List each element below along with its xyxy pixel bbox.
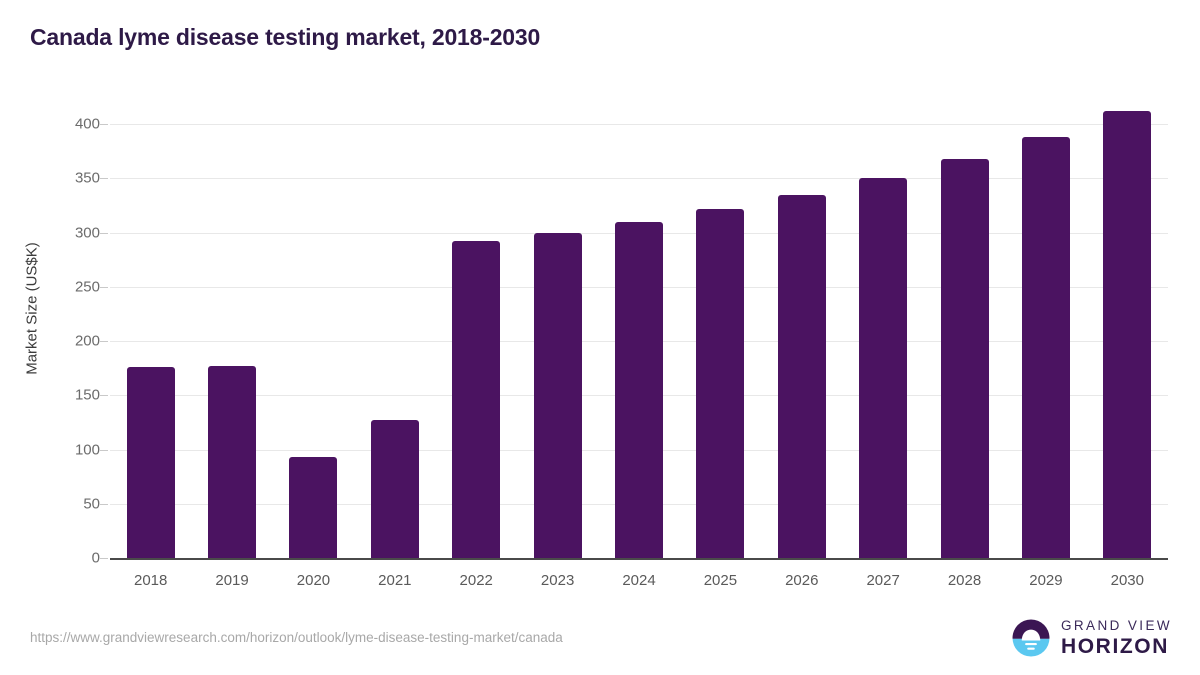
y-axis-tick-label: 0	[91, 549, 100, 567]
bar-2026[interactable]	[777, 194, 826, 558]
x-axis-tick-label: 2030	[1110, 572, 1144, 589]
x-axis-tick-label: 2029	[1029, 572, 1063, 589]
y-axis-tick-mark	[100, 341, 108, 342]
bar-2024[interactable]	[615, 221, 663, 558]
x-axis-tick-label: 2020	[296, 572, 331, 589]
x-axis-tick-label: 2023	[540, 572, 575, 589]
x-axis-tick-label: 2018	[134, 572, 168, 589]
y-axis-tick-label: 200	[74, 332, 100, 350]
y-axis-tick-mark	[100, 449, 108, 451]
y-axis-title: Market Size (US$K)	[23, 242, 41, 375]
y-axis-tick-label: 250	[74, 278, 100, 296]
bar-2022[interactable]	[452, 241, 501, 558]
x-axis-tick-label: 2028	[947, 572, 982, 589]
y-axis-tick-mark	[100, 395, 108, 397]
x-axis-line	[110, 558, 1168, 560]
y-axis-tick-mark	[100, 558, 108, 559]
x-axis-tick-label: 2027	[866, 572, 900, 589]
logo-line2: HORIZON	[1060, 634, 1170, 658]
y-axis-tick-label: 100	[74, 441, 100, 458]
x-axis-tick-label: 2022	[459, 572, 493, 589]
y-axis-tick-mark	[100, 178, 108, 180]
y-axis-tick-mark	[100, 124, 108, 125]
y-axis-tick-label: 150	[74, 386, 100, 404]
plot-area: 0 50 100 150 200 250 300 350 400 2018 2019 2020 2021…	[75, 110, 1168, 589]
y-axis-tick-label: 350	[74, 169, 100, 187]
bar-2028[interactable]	[940, 158, 989, 558]
gridline	[110, 124, 1168, 125]
bar-2027[interactable]	[859, 178, 908, 558]
bar-2030[interactable]	[1103, 110, 1152, 558]
source-url[interactable]: https://www.grandviewresearch.com/horizo…	[30, 630, 563, 645]
y-axis-tick-label: 400	[74, 115, 100, 133]
brand-logo: GRAND VIEW HORIZON	[1010, 617, 1172, 659]
bar-2023[interactable]	[533, 232, 582, 558]
bar-2020[interactable]	[289, 457, 338, 558]
logo-line1: GRAND VIEW	[1060, 618, 1172, 634]
gridline	[110, 178, 1168, 180]
bar-2019[interactable]	[208, 365, 257, 558]
y-axis-tick-mark	[100, 232, 108, 234]
y-axis-tick-mark	[100, 503, 108, 505]
x-axis-tick-label: 2019	[215, 572, 249, 589]
bar-2029[interactable]	[1021, 137, 1070, 558]
logo-mark-icon	[1012, 619, 1050, 657]
bar-2018[interactable]	[126, 367, 175, 558]
bar-2025[interactable]	[696, 208, 745, 558]
x-axis-tick-label: 2021	[378, 572, 412, 589]
y-axis-tick-mark	[100, 286, 108, 288]
y-axis-tick-label: 300	[74, 224, 100, 241]
page-title: Canada lyme disease testing market, 2018…	[30, 24, 541, 50]
bar-2021[interactable]	[370, 420, 419, 558]
x-axis-tick-label: 2026	[785, 572, 819, 589]
y-axis-tick-label: 50	[83, 495, 100, 513]
logo-text: GRAND VIEW HORIZON	[1061, 619, 1172, 657]
x-axis-tick-label: 2024	[622, 572, 656, 589]
x-axis-tick-label: 2025	[703, 572, 738, 589]
